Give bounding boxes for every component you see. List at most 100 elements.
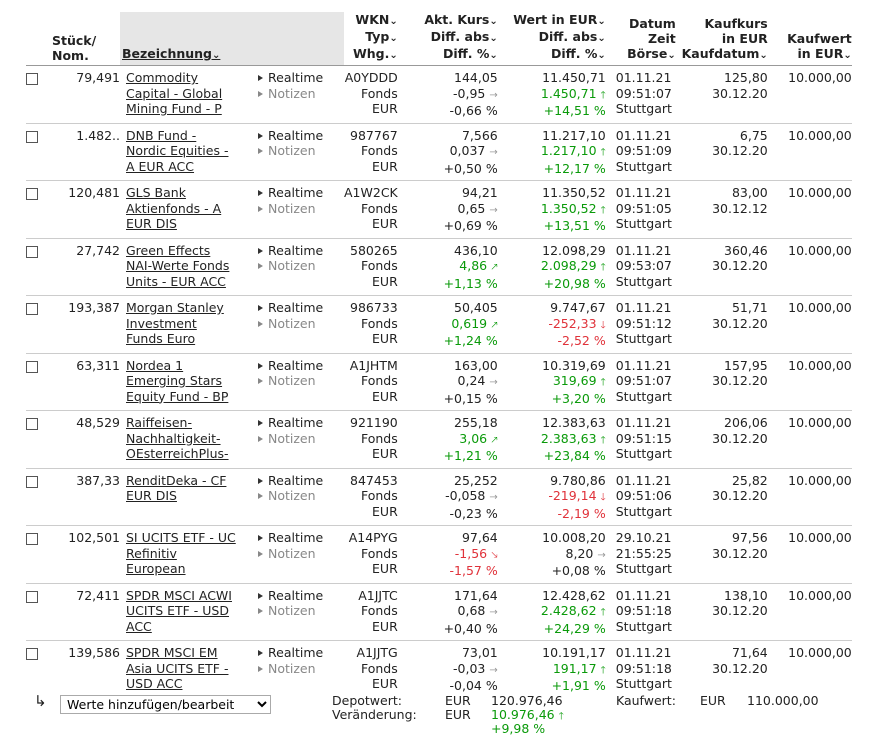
realtime-link[interactable]: Realtime [258,128,323,143]
notizen-link[interactable]: Notizen [258,431,316,446]
realtime-link[interactable]: Realtime [258,530,323,545]
value-diff-abs: 319,69 🡑 [553,373,606,388]
fund-name-link[interactable]: Funds Euro [126,331,196,346]
col-bezeichnung[interactable]: Bezeichnung⌄ [120,12,258,66]
realtime-link[interactable]: Realtime [258,588,323,603]
realtime-link[interactable]: Realtime [258,473,323,488]
fund-name-link[interactable]: Asia UCITS ETF - [126,660,229,676]
col-datum[interactable]: Datum Zeit Börse⌄ [605,12,676,66]
fund-name-link[interactable]: Investment [126,315,197,331]
sort-chevron-icon[interactable]: ⌄ [389,50,398,61]
notizen-link[interactable]: Notizen [258,546,316,561]
notizen-link[interactable]: Notizen [258,143,316,158]
row-select-cell [26,582,46,641]
kaufkurs-cell: 138,10 30.12.20 [675,582,768,641]
sort-chevron-icon[interactable]: ⌄ [489,50,498,61]
triangle-right-icon [258,477,263,484]
type-value: Fonds [360,315,398,331]
fund-name-link[interactable]: DNB Fund - [126,127,197,143]
sort-chevron-icon[interactable]: ⌄ [597,16,606,27]
fund-name-link[interactable]: USD ACC [126,676,183,691]
fund-name-link[interactable]: European [126,561,186,576]
fund-name-link[interactable]: Aktienfonds - A [126,200,222,216]
realtime-link[interactable]: Realtime [258,243,323,258]
fund-name-link[interactable]: SPDR MSCI EM [126,645,218,660]
row-checkbox[interactable] [26,73,38,85]
fund-name-link[interactable]: UCITS ETF - USD [126,603,229,618]
row-checkbox[interactable] [26,188,38,200]
row-checkbox[interactable] [26,590,38,603]
fund-name-link[interactable]: Nordea 1 [126,357,184,373]
fund-name-link[interactable]: SPDR MSCI ACWI [126,587,232,603]
col-stueck[interactable]: Stück/ Nom. [46,12,120,66]
price-value: 94,21 [461,185,498,200]
price-cell: 73,01 -0,03 → -0,04 % [397,640,498,698]
edit-values-select[interactable]: Werte hinzufügen/bearbeit [60,695,271,714]
row-checkbox[interactable] [26,533,38,545]
sort-chevron-icon[interactable]: ⌄ [667,50,676,61]
row-checkbox[interactable] [26,475,38,488]
sort-chevron-icon[interactable]: ⌄ [759,50,768,61]
fund-name-link[interactable]: GLS Bank [126,185,186,200]
price-diff-pct: +0,50 % [443,160,498,176]
realtime-link[interactable]: Realtime [258,300,323,315]
date-value: 29.10.21 [615,530,672,545]
fund-name-link[interactable]: SI UCITS ETF - UC [126,530,236,545]
fund-name-link[interactable]: Equity Fund - BP [126,388,229,404]
kaufwert-value: 10.000,00 [767,180,852,238]
fund-name-link[interactable]: Capital - Global [126,85,223,101]
fund-name-link[interactable]: Nachhaltigkeit- [126,430,221,446]
col-kurs[interactable]: Akt. Kurs⌄ Diff. abs⌄ Diff. %⌄ [397,12,498,66]
row-checkbox[interactable] [26,418,38,430]
price-diff-abs-value: -0,03 [453,660,486,676]
kaufwert-value: 10.000,00 [767,525,852,583]
sort-chevron-icon[interactable]: ⌄ [389,16,398,27]
notizen-link[interactable]: Notizen [258,316,316,331]
fund-name-link[interactable]: Refinitiv [126,545,177,561]
fund-name-link[interactable]: Mining Fund - P [126,101,222,116]
sort-chevron-icon[interactable]: ⌄ [597,50,606,61]
col-kaufwert[interactable]: Kaufwert in EUR⌄ [767,12,852,66]
col-wkn[interactable]: WKN⌄ Typ⌄ Whg.⌄ [344,12,398,66]
col-kaufkurs[interactable]: Kaufkurs in EUR Kaufdatum⌄ [675,12,768,66]
fund-name-link[interactable]: Nordic Equities - [126,143,229,158]
row-checkbox[interactable] [26,360,38,373]
fund-name-link[interactable]: Units - EUR ACC [126,273,226,289]
row-checkbox[interactable] [26,303,38,315]
sort-chevron-icon[interactable]: ⌄ [489,33,498,44]
row-checkbox[interactable] [26,130,38,143]
realtime-link[interactable]: Realtime [258,70,323,85]
row-checkbox[interactable] [26,245,38,258]
fund-name-link[interactable]: OEsterreichPlus- [126,446,229,461]
notizen-link[interactable]: Notizen [258,373,316,388]
sort-chevron-icon[interactable]: ⌄ [843,50,852,61]
fund-name-link[interactable]: A EUR ACC [126,158,195,174]
sort-chevron-icon[interactable]: ⌄ [389,33,398,44]
fund-name-link[interactable]: EUR DIS [126,216,177,231]
fund-name-link[interactable]: EUR DIS [126,488,177,503]
fund-name-link[interactable]: Emerging Stars [126,373,223,388]
notizen-link[interactable]: Notizen [258,201,316,216]
fund-name-link[interactable]: Green Effects [126,242,211,258]
notizen-link[interactable]: Notizen [258,661,316,676]
col-wert[interactable]: Wert in EUR⌄ Diff. abs⌄ Diff. %⌄ [497,12,606,66]
fund-name-link[interactable]: Commodity [126,70,199,85]
notizen-link[interactable]: Notizen [258,86,316,101]
sort-chevron-icon[interactable]: ⌄ [489,16,498,27]
sort-chevron-icon[interactable]: ⌄ [212,50,221,61]
row-checkbox[interactable] [26,648,38,660]
notizen-link[interactable]: Notizen [258,488,316,503]
date-cell: 01.11.21 09:51:06 Stuttgart [605,467,676,526]
realtime-link[interactable]: Realtime [258,645,323,660]
realtime-link[interactable]: Realtime [258,415,323,430]
fund-name-link[interactable]: RenditDeka - CF [126,472,227,488]
realtime-link[interactable]: Realtime [258,185,323,200]
notizen-link[interactable]: Notizen [258,258,316,273]
fund-name-link[interactable]: Raiffeisen- [126,415,192,430]
fund-name-link[interactable]: ACC [126,618,152,634]
realtime-link[interactable]: Realtime [258,358,323,373]
notizen-link[interactable]: Notizen [258,603,316,618]
sort-chevron-icon[interactable]: ⌄ [597,33,606,44]
fund-name-link[interactable]: NAI-Werte Fonds [126,258,230,273]
fund-name-link[interactable]: Morgan Stanley [126,300,224,315]
